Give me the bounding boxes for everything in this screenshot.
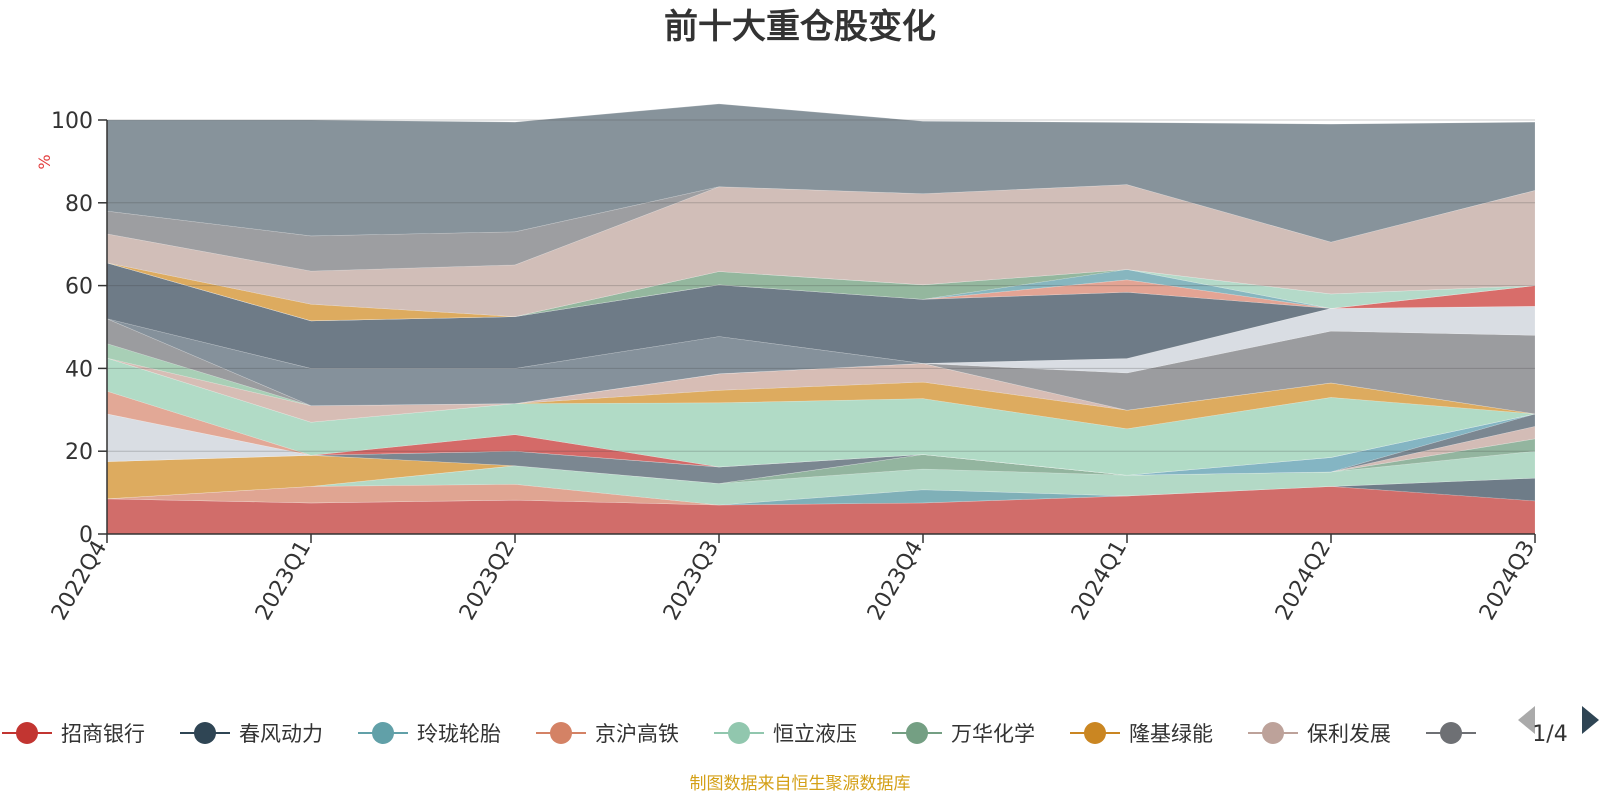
axes [106, 120, 1535, 535]
legend-label-2: 玲珑轮胎 [417, 722, 501, 746]
legend-label-4: 恒立液压 [773, 722, 857, 746]
legend-item-6[interactable]: 隆基绿能 [1070, 722, 1213, 746]
legend-marker-1 [194, 722, 216, 744]
source-note: 制图数据来自恒生聚源数据库 [690, 774, 911, 794]
legend: 招商银行 春风动力 玲珑轮胎 京沪高铁 恒立液压 万华化学 隆基绿能 保利发展 [2, 722, 1476, 746]
y-tick-labels: 0 20 40 60 80 100 [51, 109, 107, 548]
legend-item-8[interactable] [1426, 722, 1476, 744]
y-tick-label-2: 40 [65, 357, 93, 382]
pager-text: 1/4 [1532, 722, 1567, 747]
legend-item-7[interactable]: 保利发展 [1248, 722, 1391, 746]
legend-marker-4 [728, 722, 750, 744]
legend-label-7: 保利发展 [1307, 722, 1391, 746]
x-tick-label-5: 2024Q1 [1067, 537, 1132, 625]
x-tick-label-0: 2022Q4 [47, 537, 112, 625]
x-tick-label-3: 2023Q3 [659, 537, 724, 625]
legend-label-1: 春风动力 [239, 722, 323, 746]
y-tick-label-1: 20 [65, 440, 93, 465]
legend-marker-5 [906, 722, 928, 744]
legend-item-0[interactable]: 招商银行 [2, 722, 145, 746]
legend-item-1[interactable]: 春风动力 [180, 722, 323, 746]
legend-marker-3 [550, 722, 572, 744]
legend-marker-2 [372, 722, 394, 744]
x-tick-label-6: 2024Q2 [1271, 537, 1336, 625]
area-series-13[interactable] [106, 357, 1536, 476]
legend-label-3: 京沪高铁 [595, 722, 679, 746]
legend-item-3[interactable]: 京沪高铁 [536, 722, 679, 746]
y-tick-label-0: 0 [79, 523, 93, 548]
legend-pager: 1/4 [1518, 706, 1599, 747]
area-series-18[interactable] [106, 305, 1536, 407]
x-tick-label-1: 2023Q1 [251, 537, 316, 625]
x-tick-labels: 2022Q4 2023Q1 2023Q2 2023Q3 2023Q4 2024Q1 2024… [47, 534, 1540, 625]
legend-item-4[interactable]: 恒立液压 [714, 722, 857, 746]
legend-label-0: 招商银行 [61, 722, 145, 746]
x-tick-label-7: 2024Q3 [1475, 537, 1540, 625]
legend-item-2[interactable]: 玲珑轮胎 [358, 722, 501, 746]
y-tick-label-3: 60 [65, 275, 93, 300]
pager-prev-icon[interactable] [1518, 706, 1535, 734]
x-tick-label-4: 2023Q4 [863, 537, 928, 625]
chart-title: 前十大重仓股变化 [664, 7, 936, 47]
y-tick-label-4: 80 [65, 192, 93, 217]
legend-marker-0 [16, 722, 38, 744]
pager-next-icon[interactable] [1582, 706, 1599, 734]
area-series-21[interactable] [106, 262, 1536, 322]
y-axis-label: % [35, 154, 54, 169]
area-series-group [106, 103, 1536, 535]
legend-label-6: 隆基绿能 [1129, 722, 1213, 746]
legend-item-5[interactable]: 万华化学 [892, 722, 1035, 746]
x-tick-label-2: 2023Q2 [455, 537, 520, 625]
area-series-20[interactable] [106, 262, 1536, 369]
legend-label-5: 万华化学 [951, 722, 1035, 746]
legend-marker-8 [1440, 722, 1462, 744]
grid-lines [107, 119, 1535, 452]
y-tick-label-5: 100 [51, 109, 93, 134]
legend-marker-6 [1084, 722, 1106, 744]
area-series-29[interactable] [106, 103, 1536, 243]
legend-marker-7 [1262, 722, 1284, 744]
